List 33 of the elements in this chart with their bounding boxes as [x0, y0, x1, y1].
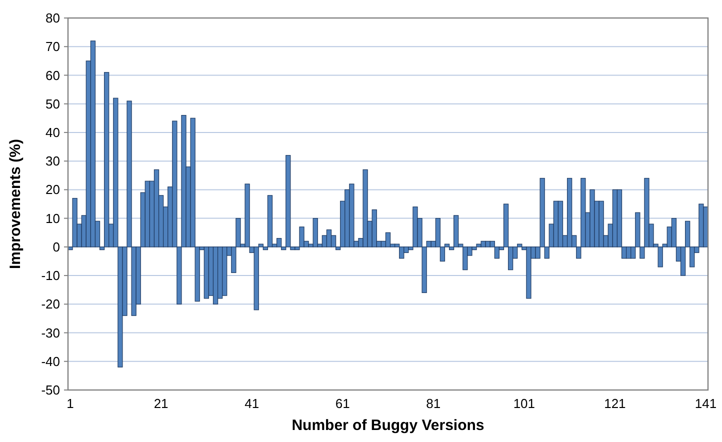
y-tick-label: -50: [41, 382, 60, 398]
x-tick-label: 21: [154, 396, 168, 411]
bar: [276, 238, 282, 248]
y-tick-label: -20: [41, 296, 60, 312]
y-tick-label: 80: [46, 10, 60, 26]
y-tick-label: -40: [41, 354, 60, 369]
bar: [154, 169, 160, 248]
y-tick-label: 10: [46, 210, 60, 226]
x-tick-label: 41: [244, 396, 260, 411]
y-tick-label: 60: [46, 68, 60, 83]
x-tick-label: 1: [66, 396, 74, 411]
y-tick-label: 70: [46, 39, 60, 54]
x-tick-label: 61: [335, 396, 350, 411]
y-tick-label: 50: [46, 96, 60, 112]
y-tick-label: 0: [52, 239, 60, 254]
x-tick-label: 141: [694, 396, 717, 411]
bar: [267, 195, 273, 248]
x-tick-label: 101: [513, 396, 536, 411]
x-axis-title: Number of Buggy Versions: [292, 417, 484, 434]
bar: [90, 40, 96, 248]
bar: [566, 178, 572, 248]
bar: [385, 232, 391, 248]
x-tick-label: 81: [426, 396, 441, 411]
bar: [326, 229, 332, 248]
bar: [558, 200, 564, 248]
y-axis-title: Improvements (%): [7, 138, 24, 270]
y-tick-label: 40: [46, 125, 60, 140]
x-tick-label: 121: [604, 396, 626, 411]
y-tick-label: -30: [41, 325, 60, 340]
y-tick-label: 30: [46, 154, 60, 169]
bar: [72, 198, 78, 248]
y-tick-label: -10: [41, 268, 60, 284]
y-tick-label: 20: [46, 182, 60, 198]
